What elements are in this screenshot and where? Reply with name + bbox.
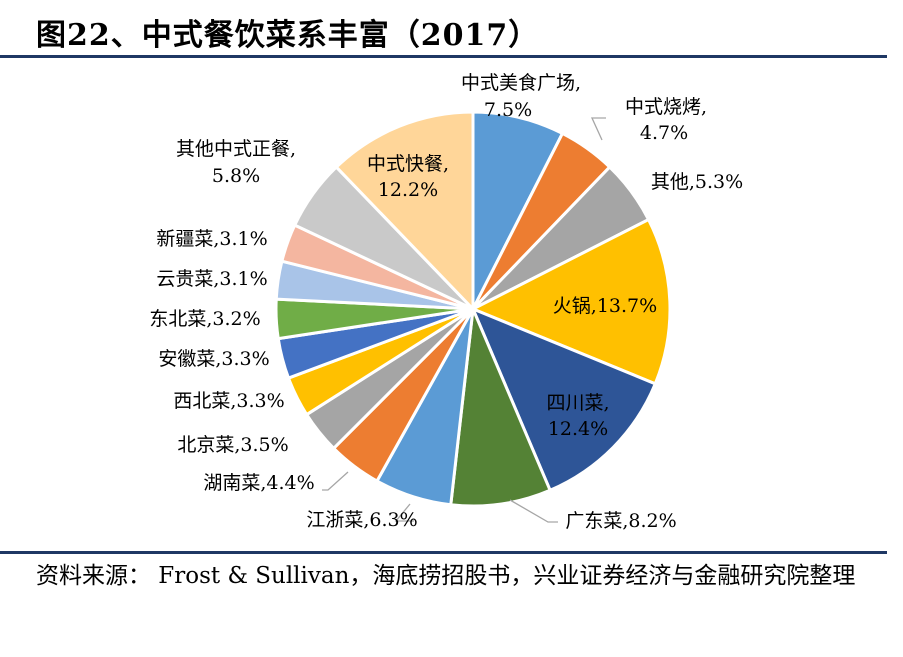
slice-value-label: 广东菜,8.2% — [565, 510, 676, 532]
slice-value-label: 新疆菜,3.1% — [156, 228, 267, 250]
slice-value-label: 湖南菜,4.4% — [203, 472, 314, 494]
slice-value-label: 其他,5.3% — [651, 171, 743, 193]
slice-label: 广东菜,8.2% — [565, 510, 676, 532]
slice-label: 西北菜,3.3% — [173, 390, 284, 412]
slice-value-label: 东北菜,3.2% — [149, 308, 260, 330]
slice-value-label: 江浙菜,6.3% — [306, 509, 417, 531]
leader-line — [394, 503, 414, 522]
slice-value-label: 12.2% — [378, 179, 438, 201]
slice-label: 其他,5.3% — [651, 171, 743, 193]
leader-line — [322, 471, 349, 491]
slice-label: 东北菜,3.2% — [149, 308, 260, 330]
top-rule — [0, 55, 887, 58]
source-note: 资料来源： Frost & Sullivan，海底捞招股书，兴业证券经济与金融研… — [36, 563, 856, 589]
leader-line — [590, 117, 606, 141]
slice-value-label: 北京菜,3.5% — [177, 434, 288, 456]
slice-value-label: 西北菜,3.3% — [173, 390, 284, 412]
slice-label: 北京菜,3.5% — [177, 434, 288, 456]
pie-slice — [471, 307, 657, 492]
slice-label: 四川菜, 12.4% — [546, 392, 609, 440]
slice-label: 火锅,13.7% — [553, 295, 657, 317]
pie-chart: 中式美食广场, 7.5% 中式烧烤, 4.7% 其他,5.3% 火锅,13.7% 四川菜, 1… — [149, 72, 743, 532]
pie-slice — [449, 307, 552, 508]
slice-value-label: 5.8% — [212, 165, 260, 187]
slice-label: 中式烧烤, 4.7% — [625, 96, 707, 144]
slice-label: 江浙菜,6.3% — [306, 509, 417, 531]
pie-slice — [334, 110, 475, 311]
slice-label: 新疆菜,3.1% — [156, 228, 267, 250]
slice-category-label: 其他中式正餐, — [176, 138, 296, 160]
slice-label: 其他中式正餐, 5.8% — [176, 138, 296, 187]
slice-value-label: 云贵菜,3.1% — [156, 268, 267, 290]
slice-category-label: 四川菜, — [546, 392, 609, 414]
slice-label: 安徽菜,3.3% — [158, 348, 269, 370]
slice-category-label: 中式美食广场, — [461, 72, 581, 94]
slice-value-label: 7.5% — [484, 99, 532, 121]
slice-value-label: 4.7% — [640, 122, 688, 144]
figure-title: 图22、中式餐饮菜系丰富（2017） — [36, 18, 540, 53]
leader-line — [509, 499, 558, 523]
slice-value-label: 12.4% — [548, 418, 608, 440]
slice-value-label: 火锅,13.7% — [553, 295, 657, 317]
slice-value-label: 安徽菜,3.3% — [158, 348, 269, 370]
slice-label: 云贵菜,3.1% — [156, 268, 267, 290]
slice-category-label: 中式快餐, — [367, 153, 449, 175]
slice-category-label: 中式烧烤, — [625, 96, 707, 118]
pie-slice — [471, 218, 672, 386]
slice-label: 湖南菜,4.4% — [203, 472, 314, 494]
bottom-rule — [0, 551, 887, 554]
slice-label: 中式快餐, 12.2% — [367, 153, 449, 201]
slice-label: 中式美食广场, 7.5% — [461, 72, 581, 121]
